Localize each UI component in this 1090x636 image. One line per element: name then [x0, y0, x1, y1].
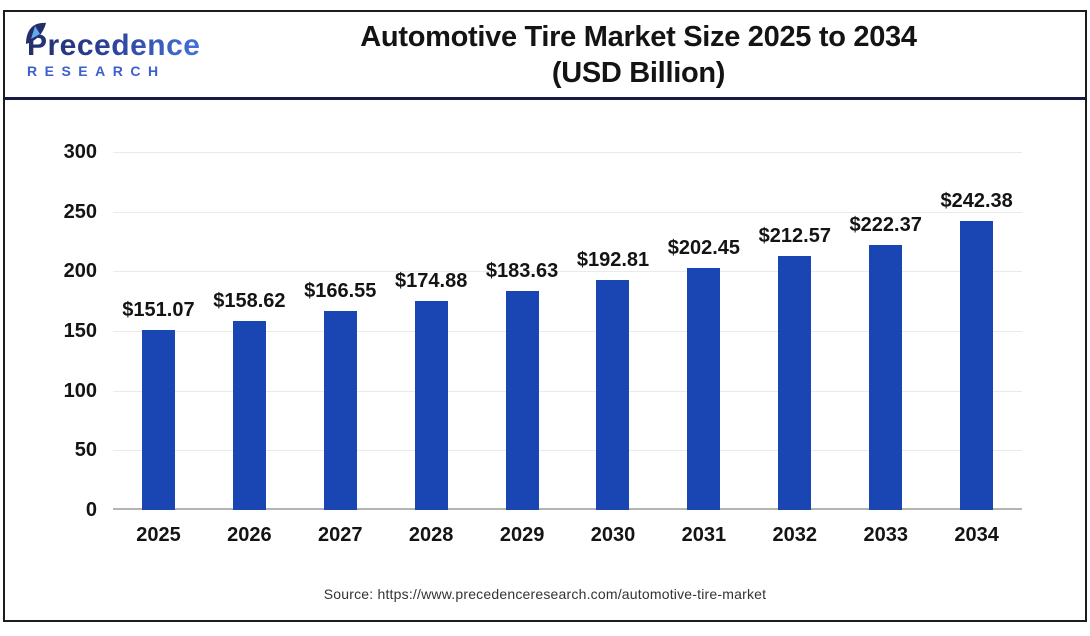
x-tick-label: 2031 — [681, 524, 727, 546]
gridline — [113, 271, 1022, 273]
bar-slot: $192.81 — [568, 152, 659, 510]
y-tick-label: 50 — [74, 439, 97, 462]
bar — [141, 329, 175, 510]
bar-slot: $166.55 — [295, 152, 386, 510]
bar-slot: $212.57 — [749, 152, 840, 510]
bar-slot: $151.07 — [113, 152, 204, 510]
bar — [323, 311, 357, 510]
chart-title: Automotive Tire Market Size 2025 to 2034… — [200, 19, 1085, 91]
bar-value-label: $151.07 — [122, 298, 195, 321]
bar-value-label: $192.81 — [576, 248, 650, 271]
gridline — [113, 390, 1022, 392]
bar-value-label: $202.45 — [667, 237, 741, 260]
bar-value-label: $222.37 — [849, 213, 922, 236]
gridline — [113, 152, 1022, 153]
chart-title-line2: (USD Billion) — [551, 56, 726, 89]
y-tick-label: 100 — [63, 379, 97, 402]
y-tick-label: 0 — [85, 499, 97, 521]
bar-value-label: $158.62 — [213, 289, 286, 312]
bar — [778, 256, 812, 510]
bar-slot: $183.63 — [477, 152, 568, 510]
x-tick-label: 2032 — [772, 524, 818, 546]
bar — [687, 268, 721, 510]
bars-row: $151.07 $158.62 $166.55 $174.88 $183.63 $192.… — [113, 152, 1022, 510]
bar-slot: $242.38 — [931, 152, 1022, 510]
gridline — [113, 450, 1022, 452]
x-tick-label: 2026 — [227, 524, 272, 546]
chart-title-line1: Automotive Tire Market Size 2025 to 2034 — [360, 20, 917, 53]
chart-area: 0 50 100 150 200 250 300 $151.07 $158.62 $166.55… — [5, 100, 1085, 617]
bar — [414, 301, 448, 510]
logo-leaf-icon — [26, 22, 46, 44]
bar-value-label: $242.38 — [940, 189, 1013, 212]
header: Precedence RESEARCH Automotive Tire Mark… — [5, 12, 1085, 100]
precedence-research-logo: Precedence RESEARCH — [5, 22, 201, 79]
chart-frame: Precedence RESEARCH Automotive Tire Mark… — [3, 10, 1087, 622]
y-tick-label: 300 — [63, 141, 97, 163]
x-tick-label: 2033 — [863, 524, 908, 546]
source-attribution: Source: https://www.precedenceresearch.c… — [323, 586, 767, 602]
gridline — [113, 331, 1022, 332]
x-tick-label: 2028 — [408, 524, 454, 546]
bar-value-label: $174.88 — [395, 270, 468, 293]
y-tick-label: 150 — [63, 320, 97, 342]
x-axis-line — [113, 508, 1022, 510]
bar — [596, 279, 630, 510]
y-tick-label: 250 — [63, 200, 97, 223]
x-axis-labels: 2025 2026 2027 2028 2029 2030 2031 2032 2033 2034 — [113, 524, 1022, 547]
bar — [505, 290, 539, 510]
bar-slot: $202.45 — [658, 152, 749, 510]
gridline — [113, 211, 1022, 213]
bar-slot: $222.37 — [840, 152, 931, 510]
bar — [960, 220, 994, 510]
bar-slot: $174.88 — [386, 152, 477, 510]
x-tick-label: 2030 — [590, 524, 636, 546]
bar-value-label: $183.63 — [485, 259, 559, 282]
x-tick-label: 2034 — [954, 524, 999, 546]
y-tick-label: 200 — [63, 260, 97, 283]
x-tick-label: 2025 — [136, 524, 181, 546]
x-tick-label: 2029 — [499, 524, 545, 546]
logo-subtitle: RESEARCH — [27, 63, 166, 79]
y-axis: 0 50 100 150 200 250 300 — [5, 141, 97, 521]
bar-value-label: $212.57 — [758, 225, 831, 248]
plot-area: $151.07 $158.62 $166.55 $174.88 $183.63 $192.… — [113, 152, 1022, 510]
bar — [232, 320, 266, 510]
logo-wordmark: Precedence — [27, 29, 201, 62]
bar — [869, 244, 903, 510]
bar-value-label: $166.55 — [304, 280, 377, 303]
x-tick-label: 2027 — [318, 524, 363, 546]
bar-slot: $158.62 — [204, 152, 295, 510]
